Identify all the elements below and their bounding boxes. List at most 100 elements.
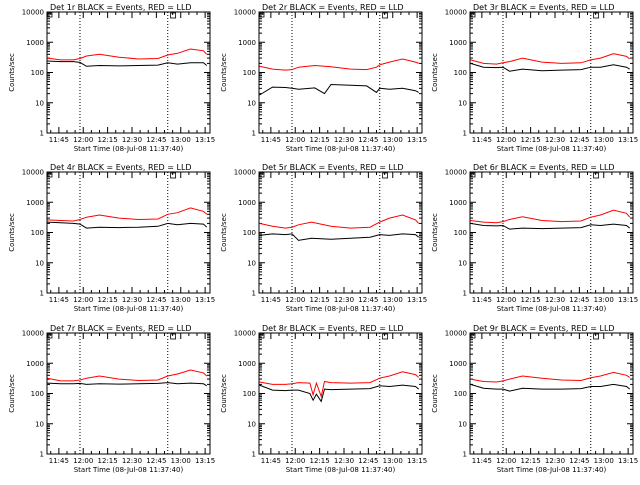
x-tick-label: 13:15 (407, 457, 427, 465)
y-tick-label: 1 (252, 130, 256, 138)
y-tick-label: 1 (40, 290, 44, 298)
corner-mark (47, 172, 53, 178)
y-tick-label: 10 (247, 420, 256, 428)
x-tick-label: 12:45 (358, 457, 378, 465)
y-tick-label: 100 (454, 390, 467, 398)
y-tick-label: 10 (247, 259, 256, 267)
x-axis-label: Start Time (08-Jul-08 11:37:40) (286, 145, 396, 153)
plot-frame (46, 332, 211, 455)
x-tick-label: 12:00 (285, 296, 305, 304)
lld-series-line (47, 48, 208, 61)
x-tick-label: 12:15 (521, 296, 541, 304)
x-tick-label: 11:45 (49, 296, 69, 304)
corner-mark (47, 12, 53, 18)
detector-panel-5: Det 5r BLACK = Events, RED = LLD 1 10 100 10… (220, 163, 427, 313)
x-tick-label: 13:00 (171, 457, 191, 465)
x-tick-label: 11:45 (49, 136, 69, 144)
x-tick-label: 12:45 (146, 296, 166, 304)
events-series-line (259, 233, 420, 241)
y-tick-label: 10 (35, 259, 44, 267)
corner-mark (47, 333, 53, 339)
detector-panel-7: Det 7r BLACK = Events, RED = LLD 1 10 100 10… (8, 324, 215, 474)
y-tick-label: 10000 (445, 9, 467, 17)
chart-title: Det 4r BLACK = Events, RED = LLD (50, 163, 192, 172)
y-tick-label: 10000 (22, 9, 44, 17)
lld-series-line (259, 371, 420, 399)
x-tick-label: 12:45 (358, 136, 378, 144)
x-tick-label: 12:30 (334, 457, 354, 465)
lld-series-line (47, 207, 208, 222)
x-tick-label: 12:15 (310, 457, 330, 465)
x-tick-label: 12:15 (521, 136, 541, 144)
events-series-line (470, 222, 631, 230)
y-tick-label: 100 (454, 229, 467, 237)
y-tick-label: 1 (252, 451, 256, 459)
corner-mark (470, 172, 476, 178)
chart-title: Det 9r BLACK = Events, RED = LLD (473, 324, 615, 333)
y-tick-label: 10000 (234, 169, 256, 177)
plot-frame (469, 11, 634, 134)
x-axis-label: Start Time (08-Jul-08 11:37:40) (286, 466, 396, 474)
x-tick-label: 12:15 (521, 457, 541, 465)
y-tick-label: 100 (243, 229, 256, 237)
y-axis-label: Counts/sec (220, 53, 228, 92)
x-tick-label: 12:00 (73, 457, 93, 465)
y-tick-label: 1000 (238, 199, 256, 207)
corner-mark (593, 12, 600, 19)
x-tick-label: 12:45 (146, 136, 166, 144)
y-axis-label: Counts/sec (431, 374, 439, 413)
plot-frame (46, 171, 211, 294)
x-tick-label: 13:00 (594, 457, 614, 465)
chart-title: Det 2r BLACK = Events, RED = LLD (262, 3, 404, 12)
corner-mark (170, 333, 177, 340)
x-axis-label: Start Time (08-Jul-08 11:37:40) (497, 145, 607, 153)
x-axis-label: Start Time (08-Jul-08 11:37:40) (497, 466, 607, 474)
x-tick-label: 13:00 (383, 457, 403, 465)
corner-mark (259, 333, 265, 339)
x-tick-label: 13:15 (618, 296, 638, 304)
y-tick-label: 1 (463, 290, 467, 298)
y-axis-label: Counts/sec (431, 53, 439, 92)
chart-title: Det 1r BLACK = Events, RED = LLD (50, 3, 192, 12)
chart-title: Det 3r BLACK = Events, RED = LLD (473, 3, 615, 12)
events-series-line (47, 382, 207, 387)
y-tick-label: 10 (458, 259, 467, 267)
y-tick-label: 10 (35, 420, 44, 428)
lld-series-line (259, 214, 420, 229)
y-axis-label: Counts/sec (8, 53, 16, 92)
x-tick-label: 13:15 (195, 136, 215, 144)
detector-panel-6: Det 6r BLACK = Events, RED = LLD 1 10 100 10… (431, 163, 638, 313)
y-tick-label: 10000 (445, 169, 467, 177)
x-tick-label: 13:15 (195, 296, 215, 304)
corner-mark (259, 172, 265, 178)
corner-mark (382, 333, 389, 340)
x-tick-label: 11:45 (261, 136, 281, 144)
y-tick-label: 10 (458, 99, 467, 107)
y-axis-label: Counts/sec (431, 213, 439, 252)
lld-series-line (470, 209, 631, 224)
x-axis-label: Start Time (08-Jul-08 11:37:40) (74, 145, 184, 153)
x-tick-label: 11:45 (472, 296, 492, 304)
x-tick-label: 11:45 (261, 296, 281, 304)
y-axis-label: Counts/sec (8, 213, 16, 252)
x-tick-label: 12:00 (73, 136, 93, 144)
x-tick-label: 13:00 (383, 136, 403, 144)
x-tick-label: 12:45 (569, 136, 589, 144)
x-tick-label: 13:00 (594, 136, 614, 144)
events-series-line (259, 83, 419, 96)
x-tick-label: 13:15 (618, 457, 638, 465)
x-tick-label: 12:45 (358, 296, 378, 304)
x-tick-label: 13:00 (383, 296, 403, 304)
y-axis-label: Counts/sec (220, 213, 228, 252)
lld-series-line (470, 53, 631, 65)
corner-mark (382, 172, 389, 179)
x-tick-label: 12:30 (122, 136, 142, 144)
x-tick-label: 12:15 (98, 136, 118, 144)
lld-series-line (47, 369, 208, 382)
x-axis-label: Start Time (08-Jul-08 11:37:40) (286, 305, 396, 313)
x-tick-label: 11:45 (49, 457, 69, 465)
y-tick-label: 1000 (449, 199, 467, 207)
y-tick-label: 1000 (26, 199, 44, 207)
